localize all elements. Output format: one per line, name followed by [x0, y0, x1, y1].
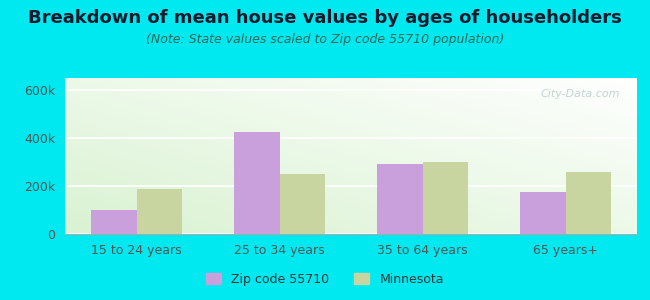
Bar — [91, 210, 136, 234]
Bar — [280, 174, 325, 234]
Legend: Zip code 55710, Minnesota: Zip code 55710, Minnesota — [202, 268, 448, 291]
Bar — [234, 132, 280, 234]
Text: Breakdown of mean house values by ages of householders: Breakdown of mean house values by ages o… — [28, 9, 622, 27]
Bar — [520, 193, 566, 234]
Bar — [566, 172, 611, 234]
Text: City-Data.com: City-Data.com — [540, 89, 620, 99]
Bar — [377, 164, 423, 234]
Bar — [422, 162, 468, 234]
Bar — [136, 189, 182, 234]
Text: (Note: State values scaled to Zip code 55710 population): (Note: State values scaled to Zip code 5… — [146, 33, 504, 46]
